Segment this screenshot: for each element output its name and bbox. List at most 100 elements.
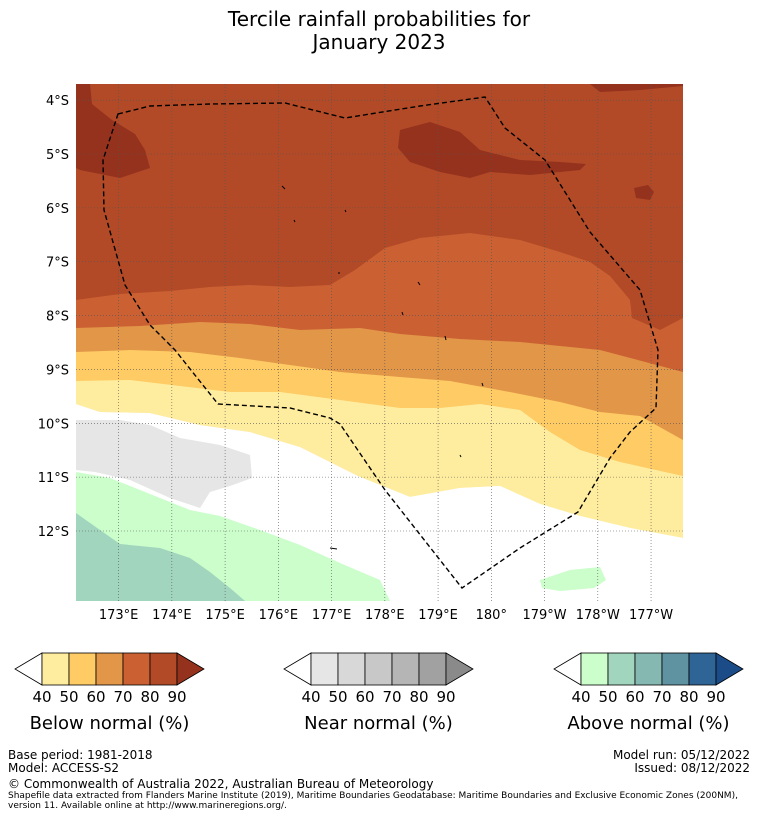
colorbar-tick-label: 80 [409,688,428,706]
x-tick-label: 179°W [522,608,566,623]
colorbar-tick-label: 50 [59,688,78,706]
colorbar-segment [580,652,609,686]
colorbar-tick-label: 70 [113,688,132,706]
below-80-patch-east [630,296,663,322]
colorbar-segment [634,652,663,686]
colorbar-min-extension [14,652,43,686]
model-name: Model: ACCESS-S2 [8,761,120,775]
colorbar-segment [310,652,339,686]
y-tick-label: 6°S [46,202,69,217]
x-tick-label: 174°E [152,608,192,623]
colorbar-max-extension [715,652,744,686]
below-90-patch-central [398,122,586,178]
colorbar-segment [122,652,151,686]
y-axis: 4°S 5°S 6°S 7°S 8°S 9°S 10°S 11°S 12°S [38,94,69,540]
islands [281,185,484,550]
shapefile-credit-line-1: Shapefile data extracted from Flanders M… [8,791,738,801]
colorbar-min-extension [283,652,312,686]
colorbar-tick-label: 70 [382,688,401,706]
below-90-patch-east [634,185,654,200]
colorbar-tick-label: 40 [32,688,51,706]
colorbar-segment [149,652,178,686]
x-tick-label: 175°E [205,608,245,623]
island [417,281,421,286]
colorbar-segment [661,652,690,686]
colorbar-3: 40 50 60 70 80 90 Above normal (%) [553,652,744,734]
colorbar-tick-label: 80 [679,688,698,706]
colorbar-label: Near normal (%) [304,713,453,734]
x-tick-label: 179°E [418,608,458,623]
x-tick-label: 173°E [99,608,139,623]
chart-title-line-1: Tercile rainfall probabilities for [227,7,531,31]
colorbar-tick-label: 90 [706,688,725,706]
colorbar-2: 40 50 60 70 80 90 Near normal (%) [283,652,474,734]
colorbar-tick-label: 40 [571,688,590,706]
colorbar-segment [95,652,124,686]
y-tick-label: 11°S [38,471,69,486]
x-tick-label: 176°E [259,608,299,623]
y-tick-label: 8°S [46,310,69,325]
island [444,335,447,341]
x-axis: 173°E 174°E 175°E 176°E 177°E 178°E 179°E 180° 1… [99,608,673,623]
issued-date: Issued: 08/12/2022 [634,761,750,775]
y-tick-label: 7°S [46,256,69,271]
colorbar-max-extension [176,652,205,686]
y-tick-label: 4°S [46,94,69,109]
gridlines [76,84,683,601]
near-40-region [76,420,252,508]
copyright: © Commonwealth of Australia 2022, Austra… [8,777,434,791]
island [401,311,404,316]
colorbar-tick-label: 80 [140,688,159,706]
colorbars: 40 50 60 70 80 90 Below normal (%) 40 50 60 70 80 90… [14,652,744,734]
colorbar-min-extension [553,652,582,686]
model-run: Model run: 05/12/2022 [612,748,750,762]
colorbar-segment [364,652,393,686]
colorbar-segment [391,652,420,686]
colorbar-tick-label: 60 [625,688,644,706]
colorbar-segment [41,652,70,686]
island [459,454,462,458]
x-tick-label: 178°W [576,608,620,623]
y-tick-label: 12°S [38,525,69,540]
colorbar-segment [337,652,366,686]
base-period: Base period: 1981-2018 [8,748,153,762]
y-tick-label: 10°S [38,417,69,432]
island [329,547,338,550]
colorbar-tick-label: 50 [598,688,617,706]
probability-field [76,84,683,601]
x-tick-label: 178°E [365,608,405,623]
colorbar-tick-label: 50 [328,688,347,706]
colorbar-label: Above normal (%) [567,713,729,734]
below-90-patch-north [590,84,683,92]
y-tick-label: 9°S [46,363,69,378]
colorbar-tick-label: 60 [86,688,105,706]
x-tick-label: 180° [476,608,507,623]
colorbar-tick-label: 90 [167,688,186,706]
colorbar-label: Below normal (%) [30,713,190,734]
island [281,185,286,190]
island [293,219,296,223]
eez-boundary [102,96,659,589]
above-50-region [76,513,245,601]
below-40-region [76,380,683,538]
island [481,382,484,387]
above-40-patch [540,567,606,591]
colorbar-segment [68,652,97,686]
y-tick-label: 5°S [46,148,69,163]
colorbar-tick-label: 70 [652,688,671,706]
shapefile-credit-line-2: version 11. Available online at http://w… [8,801,287,811]
colorbar-tick-label: 60 [355,688,374,706]
colorbar-segment [688,652,717,686]
colorbar-1: 40 50 60 70 80 90 Below normal (%) [14,652,205,734]
colorbar-segment [418,652,447,686]
colorbar-tick-label: 90 [436,688,455,706]
colorbar-segment [607,652,636,686]
colorbar-max-extension [445,652,474,686]
chart-title: Tercile rainfall probabilities for Janua… [0,8,758,54]
chart-title-line-2: January 2023 [312,30,446,54]
x-tick-label: 177°W [629,608,673,623]
x-tick-label: 177°E [312,608,352,623]
forecast-map: 173°E 174°E 175°E 176°E 177°E 178°E 179°E 180° 1… [14,84,744,734]
colorbar-tick-label: 40 [301,688,320,706]
island [344,209,347,213]
